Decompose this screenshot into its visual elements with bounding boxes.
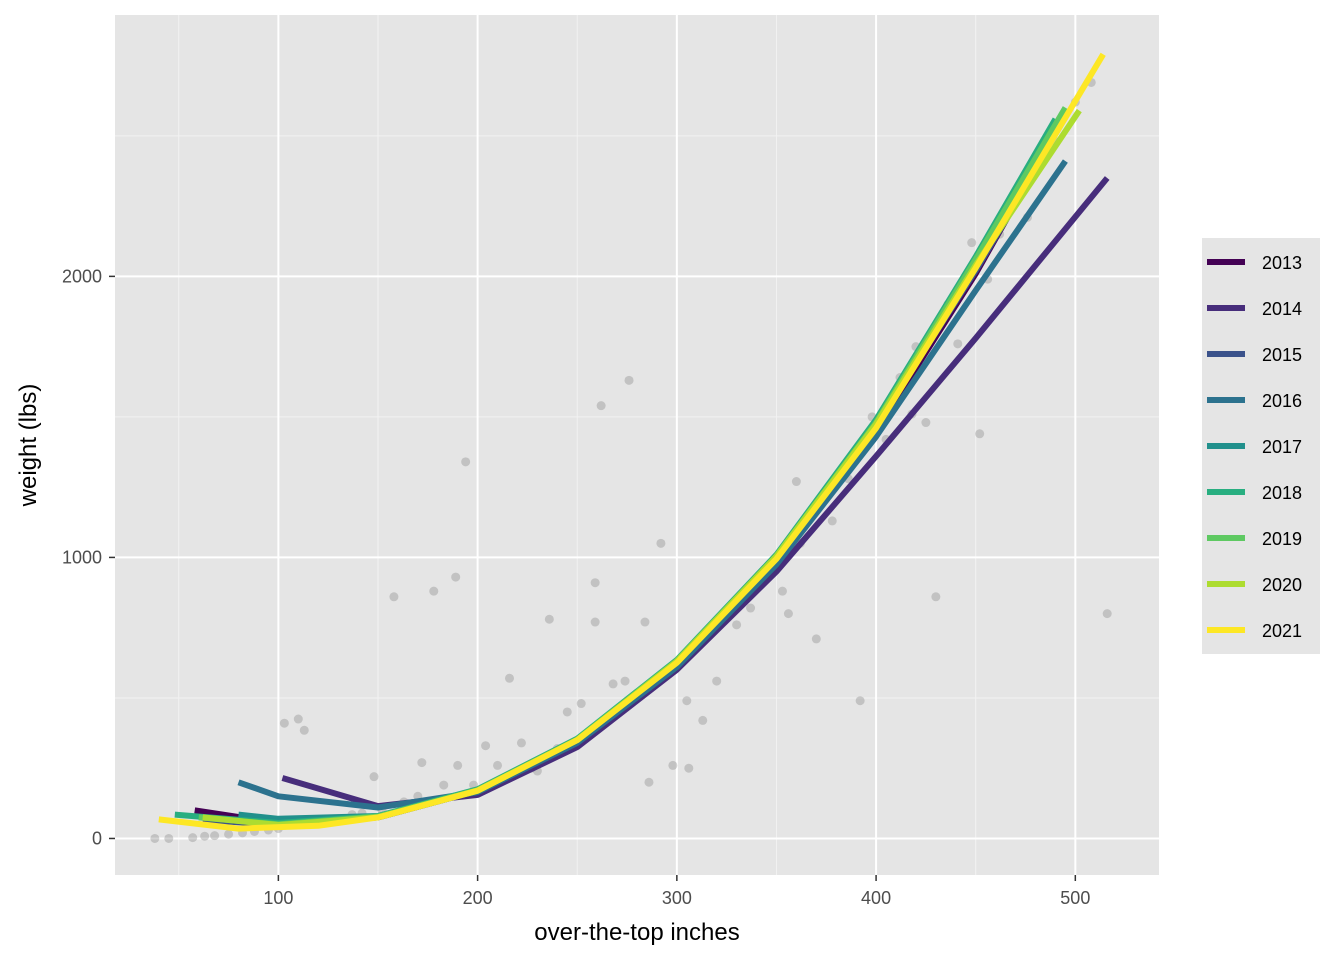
data-point xyxy=(608,679,618,689)
y-axis-title: weight (lbs) xyxy=(15,384,42,508)
data-point xyxy=(1102,609,1112,619)
legend-label-2021: 2021 xyxy=(1262,621,1302,641)
data-point xyxy=(279,718,289,728)
data-point xyxy=(931,592,941,602)
x-tick-label: 200 xyxy=(463,888,493,908)
data-point xyxy=(451,572,461,582)
data-point xyxy=(590,617,600,627)
y-tick-label: 1000 xyxy=(62,547,102,567)
data-point xyxy=(827,516,837,526)
major-gridlines xyxy=(115,15,1159,875)
data-point xyxy=(417,758,427,768)
data-point xyxy=(967,238,977,248)
data-point xyxy=(712,676,722,686)
data-point xyxy=(562,707,572,717)
data-point xyxy=(164,833,174,843)
legend-label-2014: 2014 xyxy=(1262,299,1302,319)
data-point xyxy=(596,401,606,411)
x-axis: 100 200 300 400 500 xyxy=(263,875,1090,908)
plot-panel xyxy=(115,15,1159,875)
legend-label-2017: 2017 xyxy=(1262,437,1302,457)
data-point xyxy=(516,738,526,748)
data-point xyxy=(682,696,692,706)
y-tick-label: 2000 xyxy=(62,266,102,286)
legend-label-2016: 2016 xyxy=(1262,391,1302,411)
legend-label-2013: 2013 xyxy=(1262,253,1302,273)
data-point xyxy=(791,477,801,487)
x-tick-label: 500 xyxy=(1060,888,1090,908)
data-point xyxy=(299,725,309,735)
data-point xyxy=(369,772,379,782)
data-point xyxy=(620,676,630,686)
data-point xyxy=(389,592,399,602)
series-line-2021 xyxy=(158,52,1106,832)
data-point xyxy=(777,586,787,596)
legend-label-2018: 2018 xyxy=(1262,483,1302,503)
data-point xyxy=(188,833,198,843)
data-point xyxy=(698,715,708,725)
data-point xyxy=(640,617,650,627)
y-axis: 0 1000 2000 xyxy=(62,266,115,848)
data-point xyxy=(953,339,963,349)
legend-label-2020: 2020 xyxy=(1262,575,1302,595)
data-point xyxy=(544,614,554,624)
data-point xyxy=(493,760,503,770)
y-tick-label: 0 xyxy=(92,828,102,848)
data-point xyxy=(293,714,303,724)
data-point xyxy=(429,586,439,596)
data-point xyxy=(746,603,756,613)
data-point xyxy=(668,760,678,770)
data-point xyxy=(453,760,463,770)
data-point xyxy=(975,429,985,439)
data-point xyxy=(855,696,865,706)
data-point xyxy=(224,829,234,839)
data-point xyxy=(200,831,210,841)
data-point xyxy=(624,375,634,385)
data-point xyxy=(732,620,742,630)
data-point xyxy=(576,699,586,709)
data-point xyxy=(481,741,491,751)
data-point xyxy=(783,609,793,619)
data-point xyxy=(461,457,471,467)
data-point xyxy=(590,578,600,588)
legend: 2013 2014 2015 2016 2017 2018 2019 2020 2021 xyxy=(1202,238,1320,654)
data-point xyxy=(504,673,514,683)
data-point xyxy=(210,831,220,841)
data-point xyxy=(439,780,449,790)
x-axis-title: over-the-top inches xyxy=(534,919,739,946)
legend-label-2015: 2015 xyxy=(1262,345,1302,365)
fit-curves xyxy=(158,52,1110,832)
data-point xyxy=(656,538,666,548)
data-point xyxy=(150,833,160,843)
x-tick-label: 100 xyxy=(263,888,293,908)
data-point xyxy=(684,763,694,773)
x-tick-label: 300 xyxy=(662,888,692,908)
data-point xyxy=(811,634,821,644)
x-tick-label: 400 xyxy=(861,888,891,908)
legend-label-2019: 2019 xyxy=(1262,529,1302,549)
data-point xyxy=(644,777,654,787)
data-point xyxy=(921,418,931,428)
